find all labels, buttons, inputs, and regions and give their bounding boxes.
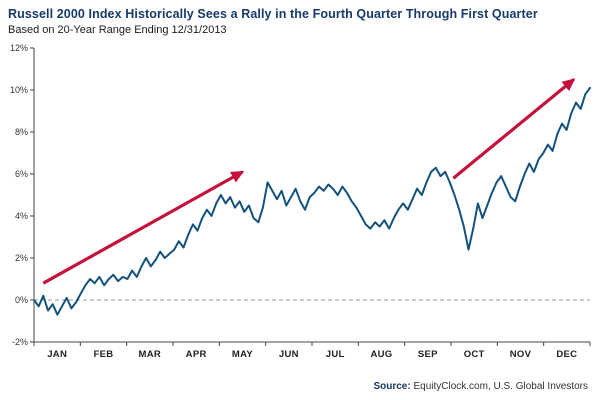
trend-arrow (452, 78, 576, 180)
x-month-label: MAY (232, 349, 254, 360)
x-month-label: JAN (47, 349, 67, 360)
y-tick-label: 4% (15, 211, 28, 221)
y-tick-label: 10% (10, 85, 28, 95)
y-tick-label: 6% (15, 169, 28, 179)
y-tick-label: 0% (15, 295, 28, 305)
source-label: Source: (373, 381, 411, 392)
price-line (33, 86, 591, 316)
source-text: EquityClock.com, U.S. Global Investors (410, 381, 588, 392)
x-axis: JAN FEB MAR APR MAY JUN JUL AUG SEP OCT NOV DEC (33, 341, 591, 360)
y-tick-label: 12% (10, 43, 28, 53)
trend-arrow (42, 170, 245, 285)
x-month-label: SEP (418, 349, 438, 360)
chart-header: Russell 2000 Index Historically Sees a R… (0, 0, 600, 36)
trend-arrows (42, 78, 576, 285)
x-month-label: DEC (556, 349, 577, 360)
x-month-label: AUG (370, 349, 392, 360)
x-month-label: JUN (279, 349, 299, 360)
x-month-label: APR (186, 349, 207, 360)
x-month-label: FEB (94, 349, 114, 360)
y-axis: -2% 0% 2% 4% 6% 8% 10% 12% (10, 43, 35, 347)
y-tick-label: 8% (15, 127, 28, 137)
chart-area: -2% 0% 2% 4% 6% 8% 10% 12% JAN FEB MAR APR MAY JUN JUL… (0, 38, 600, 373)
y-tick-label: -2% (12, 337, 28, 347)
x-month-label: NOV (510, 349, 532, 360)
chart-title: Russell 2000 Index Historically Sees a R… (8, 7, 538, 21)
source-line: Source: EquityClock.com, U.S. Global Inv… (373, 381, 588, 392)
chart-subtitle: Based on 20-Year Range Ending 12/31/2013 (8, 24, 227, 36)
seasonality-line-chart: -2% 0% 2% 4% 6% 8% 10% 12% JAN FEB MAR APR MAY JUN JUL… (10, 43, 591, 360)
y-tick-label: 2% (15, 253, 28, 263)
x-month-label: JUL (326, 349, 345, 360)
x-month-label: OCT (464, 349, 485, 360)
x-month-label: MAR (139, 349, 162, 360)
